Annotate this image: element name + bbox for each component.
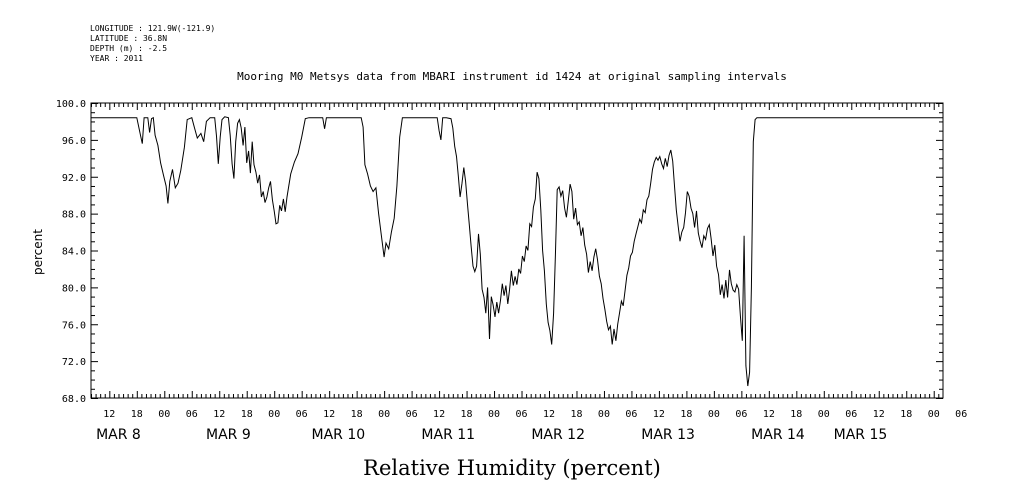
x-axis-label: Relative Humidity (percent) [363,456,661,480]
x-hour-tick-label: 12 [213,409,225,420]
x-day-tick-label: MAR 8 [96,427,141,443]
x-hour-tick-label: 06 [955,409,967,420]
x-day-tick-label: MAR 13 [641,427,695,443]
x-hour-tick-label: 06 [406,409,418,420]
humidity-series-line [91,116,943,387]
y-tick-label: 92.0 [62,173,86,184]
x-hour-tick-label: 18 [131,409,143,420]
x-hour-tick-label: 00 [598,409,610,420]
x-hour-tick-label: 18 [680,409,692,420]
year-label: YEAR : 2011 [90,54,143,63]
x-hour-tick-label: 18 [900,409,912,420]
x-hour-tick-label: 12 [323,409,335,420]
y-tick-label: 88.0 [62,210,86,221]
x-day-tick-label: MAR 11 [421,427,475,443]
x-hour-tick-label: 12 [543,409,555,420]
x-hour-tick-label: 18 [241,409,253,420]
x-hour-tick-label: 06 [735,409,747,420]
x-hour-tick-label: 18 [570,409,582,420]
x-hour-tick-label: 06 [186,409,198,420]
x-hour-tick-label: 12 [103,409,115,420]
x-day-tick-label: MAR 15 [834,427,888,443]
x-hour-tick-label: 18 [790,409,802,420]
latitude-label: LATITUDE : 36.8N [90,34,167,43]
x-hour-tick-label: 00 [818,409,830,420]
x-day-tick-label: MAR 9 [206,427,251,443]
y-axis-label: percent [31,229,45,275]
x-day-tick-label: MAR 12 [531,427,585,443]
x-hour-tick-label: 00 [488,409,500,420]
x-hour-tick-label: 06 [515,409,527,420]
y-tick-label: 96.0 [62,136,86,147]
plot-frame [90,102,944,399]
y-tick-labels: 68.0 72.0 76.0 80.0 84.0 88.0 92.0 96.0 100.0 [56,99,86,405]
tick-marks [91,103,943,399]
x-hour-tick-label: 00 [928,409,940,420]
x-hour-tick-label: 06 [625,409,637,420]
depth-label: DEPTH (m) : -2.5 [90,44,167,53]
x-hour-tick-label: 12 [763,409,775,420]
x-day-tick-label: MAR 10 [311,427,365,443]
x-hour-tick-label: 18 [351,409,363,420]
x-hour-tick-label: 12 [873,409,885,420]
x-hour-tick-label: 00 [708,409,720,420]
x-hour-tick-label: 12 [433,409,445,420]
x-hour-tick-label: 12 [653,409,665,420]
x-hour-tick-label: 00 [158,409,170,420]
x-hour-tick-label: 00 [378,409,390,420]
x-hour-tick-label: 00 [268,409,280,420]
chart-title: Mooring M0 Metsys data from MBARI instru… [237,70,787,83]
x-tick-labels: 12 18 00 06 12 18 00 06 12 18 00 06 12 18 00 06 12 18 00 06… [96,409,967,443]
y-tick-label: 84.0 [62,247,86,258]
x-day-tick-label: MAR 14 [751,427,805,443]
y-tick-label: 76.0 [62,320,86,331]
x-hour-tick-label: 06 [845,409,857,420]
y-tick-label: 100.0 [56,99,86,110]
x-hour-tick-label: 06 [296,409,308,420]
longitude-label: LONGITUDE : 121.9W(-121.9) [90,24,215,33]
y-tick-label: 80.0 [62,283,86,294]
y-tick-label: 72.0 [62,357,86,368]
x-hour-tick-label: 18 [461,409,473,420]
y-tick-label: 68.0 [62,394,86,405]
